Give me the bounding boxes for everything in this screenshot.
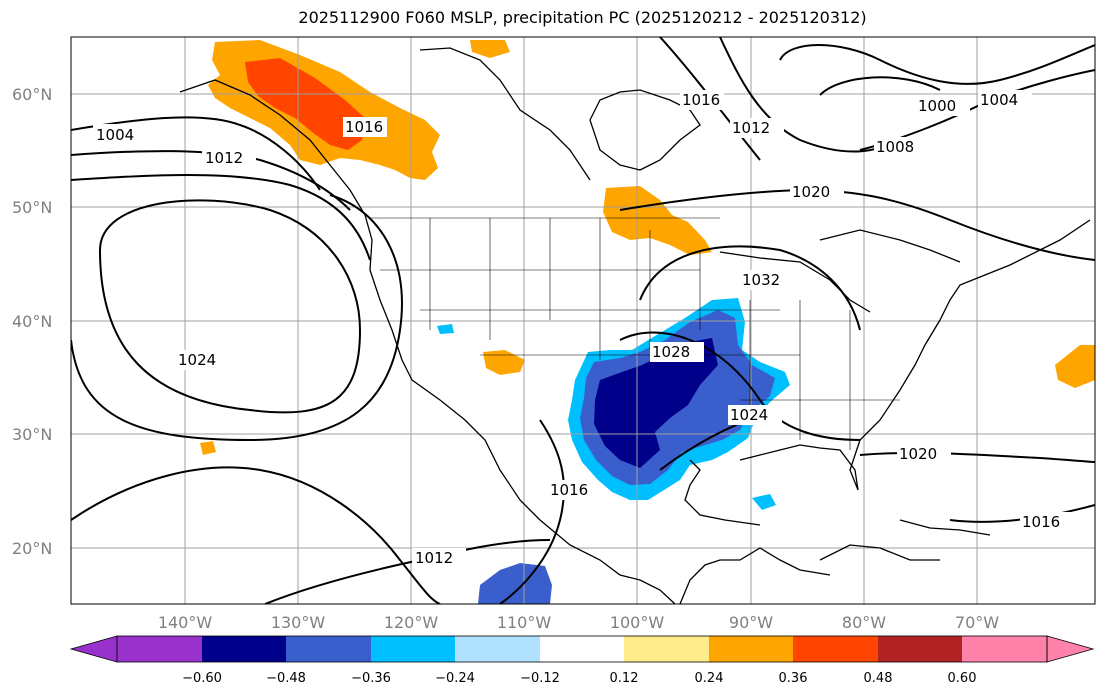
colorbar-tick: 0.60 [948,671,977,686]
colorbar-extend-low [69,635,118,663]
colorbar-tick: −0.36 [351,671,391,686]
lat-label: 40°N [12,312,52,331]
colorbar-tick: 0.36 [779,671,808,686]
contour-label: 1020 [792,183,830,201]
state-borders [370,217,900,450]
colorbar-segment [709,636,793,662]
contour-label: 1012 [732,119,770,137]
contour-label: 1004 [980,91,1018,109]
colorbar-extend-high [1046,635,1095,663]
precip-region-atlantic [1055,345,1095,388]
coastlines [179,47,1091,604]
colorbar-segment [202,636,286,662]
precip-region-ca [437,324,454,334]
contour-label: 1016 [682,91,720,109]
lat-label: 20°N [12,539,52,558]
contour-label: 1012 [415,549,453,567]
contour-label: 1032 [742,271,780,289]
map-title: 2025112900 F060 MSLP, precipitation PC (… [298,8,867,27]
map-frame [70,36,1096,605]
lon-label: 80°W [842,613,886,632]
contour-label: 1012 [205,149,243,167]
precip-region-pacific [200,441,216,455]
lon-label: 70°W [955,613,999,632]
contour-label: 1016 [1022,513,1060,531]
colorbar-tick: −0.48 [266,671,306,686]
colorbar-tick: −0.12 [520,671,560,686]
lon-label: 110°W [497,613,552,632]
contour-label: 1020 [899,445,937,463]
colorbar-segment [371,636,455,662]
contour-label: 1004 [96,126,134,144]
precip-region-canada [603,186,712,255]
colorbar-outline [116,635,1048,663]
contour-label: 1024 [730,406,768,424]
lon-label: 100°W [610,613,665,632]
colorbar-tick: 0.48 [864,671,893,686]
longitude-labels: 140°W 130°W 120°W 110°W 100°W 90°W 80°W … [158,613,999,632]
lat-label: 50°N [12,198,52,217]
precip-region-southcentral-core [594,338,718,468]
contour-label: 1016 [550,481,588,499]
lon-label: 120°W [384,613,439,632]
precip-region-southwest [483,350,525,375]
contour-label: 1008 [876,138,914,156]
colorbar-segment [540,636,624,662]
precip-shading [200,40,1095,604]
precip-region-yukon [470,40,510,58]
colorbar-tick: 0.24 [695,671,724,686]
contour-label: 1000 [918,97,956,115]
colorbar-tick: 0.12 [610,671,639,686]
colorbar-tick: −0.24 [435,671,475,686]
lat-label: 30°N [12,425,52,444]
colorbar-segment [455,636,540,662]
colorbar-segment [624,636,709,662]
lon-label: 130°W [271,613,326,632]
precip-region-alaska-red [245,58,365,150]
precip-region-caribbean [752,494,776,510]
contour-label: 1024 [178,351,216,369]
colorbar: −0.60 −0.48 −0.36 −0.24 −0.12 0.12 0.24 … [69,635,1095,686]
contour-label: 1028 [652,343,690,361]
colorbar-tick: −0.60 [182,671,222,686]
lon-label: 140°W [158,613,213,632]
colorbar-segment [286,636,371,662]
graticule [71,37,1095,604]
lat-label: 60°N [12,85,52,104]
colorbar-segment [793,636,878,662]
colorbar-segment [878,636,962,662]
colorbar-segment [117,636,202,662]
contour-labels: 1004 1012 1024 1012 1016 1016 1012 1000 … [93,90,1074,568]
lon-label: 90°W [729,613,773,632]
colorbar-segment [962,636,1047,662]
latitude-labels: 60°N 50°N 40°N 30°N 20°N [12,85,52,558]
contour-label: 1016 [345,118,383,136]
